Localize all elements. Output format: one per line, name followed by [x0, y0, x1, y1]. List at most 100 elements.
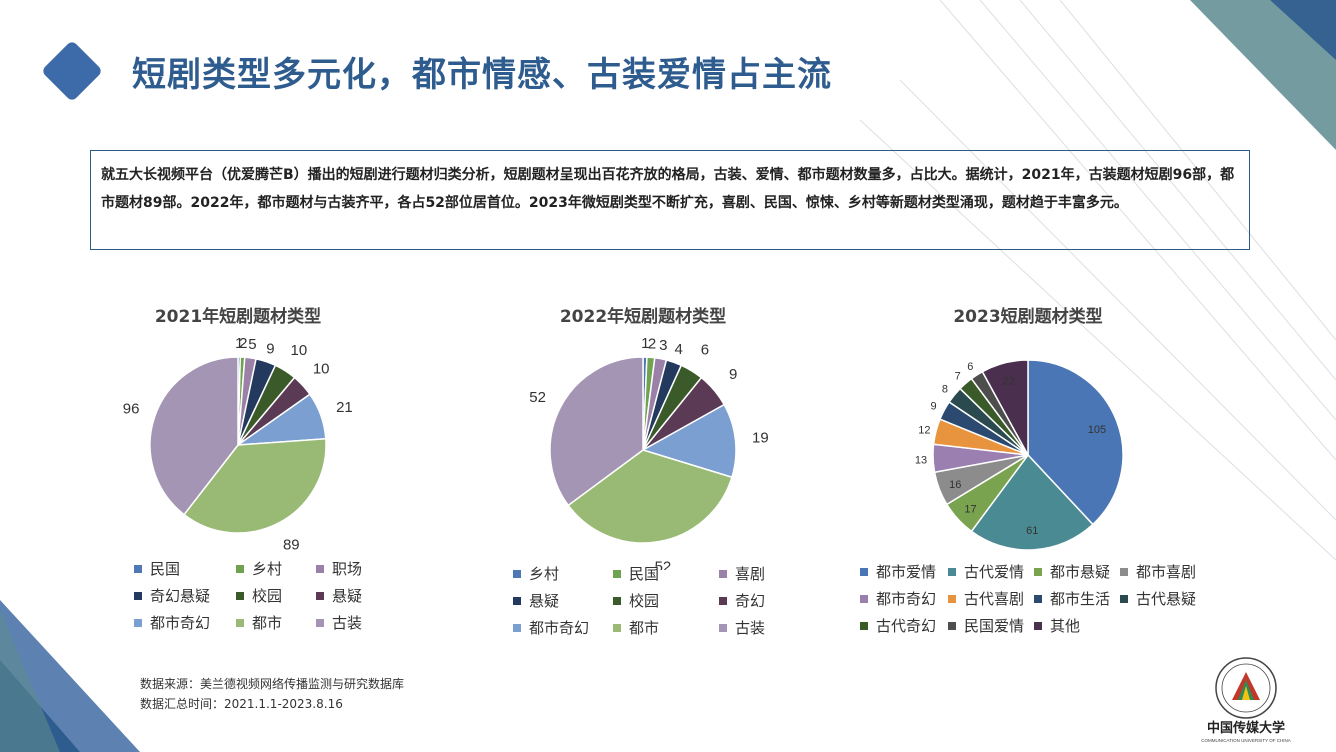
legend: 乡村 民国 喜剧 悬疑 校园 奇幻 都市奇幻 都市 古装 — [513, 563, 799, 638]
legend-label: 都市爱情 — [876, 563, 937, 581]
legend-item: 民国 — [134, 558, 226, 579]
legend-item: 都市爱情 — [860, 561, 944, 582]
summary-box: 就五大长视频平台（优爱腾芒B）播出的短剧进行题材归类分析，短剧题材呈现出百花齐放… — [90, 150, 1250, 250]
chart-2021: 2021年短剧题材类型 1 2 5 9 10 10 21 89 96 民国 乡村 职场 奇幻悬疑 校园 悬… — [68, 300, 408, 650]
data-label: 7 — [955, 370, 961, 382]
legend-label: 悬疑 — [332, 587, 363, 605]
data-label: 1 — [641, 335, 649, 352]
legend-item: 都市喜剧 — [1120, 561, 1206, 582]
chart-title: 2022年短剧题材类型 — [559, 307, 727, 327]
data-label: 89 — [283, 537, 300, 554]
legend-swatch — [134, 591, 142, 600]
data-label: 17 — [964, 504, 976, 516]
data-label: 21 — [336, 399, 353, 416]
legend-swatch — [860, 567, 868, 576]
pie-slice — [149, 356, 239, 516]
legend-swatch — [134, 564, 142, 573]
legend: 民国 乡村 职场 奇幻悬疑 校园 悬疑 都市奇幻 都市 古装 — [134, 558, 396, 633]
legend-item: 乡村 — [236, 558, 306, 579]
pie-slice — [183, 437, 327, 534]
legend-item: 古代奇幻 — [860, 615, 944, 636]
pie-2022: 12 3 4 6 9 19 52 52 — [529, 335, 768, 570]
data-label: 2 — [648, 335, 656, 352]
legend-label: 都市喜剧 — [1136, 563, 1197, 581]
data-label: 5 — [248, 336, 256, 353]
pie-slice — [981, 359, 1029, 456]
chart-title: 2021年短剧题材类型 — [154, 307, 322, 327]
legend-item: 都市悬疑 — [1034, 561, 1116, 582]
legend-label: 校园 — [629, 592, 660, 610]
data-label: 10 — [313, 361, 330, 378]
legend-item: 奇幻悬疑 — [134, 585, 226, 606]
pie-slice — [970, 453, 1094, 551]
data-label: 2 — [239, 335, 247, 352]
legend-label: 悬疑 — [529, 592, 560, 610]
legend-label: 其他 — [1050, 617, 1081, 635]
legend-swatch — [613, 569, 621, 578]
legend-label: 都市奇幻 — [150, 614, 211, 632]
source-line: 数据来源：美兰德视频网络传播监测与研究数据库 — [140, 677, 405, 691]
legend-label: 都市 — [252, 614, 283, 632]
legend-swatch — [1034, 621, 1042, 630]
legend-label: 喜剧 — [735, 565, 766, 583]
legend-label: 民国 — [150, 560, 181, 578]
legend-label: 职场 — [332, 560, 363, 578]
data-label: 3 — [659, 337, 667, 354]
legend-swatch — [316, 564, 324, 573]
data-label: 1 — [235, 335, 243, 352]
legend-swatch — [1120, 594, 1128, 603]
legend-swatch — [1120, 567, 1128, 576]
legend-item: 奇幻 — [719, 590, 799, 611]
legend-swatch — [860, 594, 868, 603]
legend-swatch — [860, 621, 868, 630]
data-label: 10 — [291, 342, 308, 359]
title-bar: 短剧类型多元化，都市情感、古装爱情占主流 — [40, 38, 832, 104]
legend-swatch — [236, 564, 244, 573]
legend-swatch — [513, 623, 521, 632]
legend-label: 都市 — [629, 619, 660, 637]
legend-label: 乡村 — [529, 565, 560, 583]
legend-swatch — [613, 623, 621, 632]
diamond-icon — [40, 39, 104, 103]
legend-item: 悬疑 — [316, 585, 396, 606]
data-label: 4 — [674, 341, 682, 358]
legend-swatch — [1034, 567, 1042, 576]
legend-item: 校园 — [613, 590, 709, 611]
legend-swatch — [719, 623, 727, 632]
legend-label: 都市生活 — [1050, 590, 1111, 608]
legend-item: 职场 — [316, 558, 396, 579]
page-title: 短剧类型多元化，都市情感、古装爱情占主流 — [132, 54, 832, 95]
logo-name: 中国传媒大学 — [1207, 720, 1285, 735]
pie-slice — [549, 356, 644, 507]
legend-item: 喜剧 — [719, 563, 799, 584]
data-label: 61 — [1026, 525, 1038, 537]
legend-item: 乡村 — [513, 563, 603, 584]
legend-label: 古装 — [735, 619, 766, 637]
legend-swatch — [613, 596, 621, 605]
legend-swatch — [513, 569, 521, 578]
legend: 都市爱情 古代爱情 都市悬疑 都市喜剧 都市奇幻 古代喜剧 都市生活 古代悬疑 古代奇幻 民国爱情… — [860, 561, 1206, 636]
legend-item: 都市 — [236, 612, 306, 633]
pie-slice — [1027, 359, 1124, 526]
legend-swatch — [134, 618, 142, 627]
chart-2023: 2023短剧题材类型 105 61 17 16 13 12 9 8 7 6 22 都市爱情 古代爱情都… — [858, 300, 1198, 650]
legend-label: 古代爱情 — [964, 563, 1025, 581]
legend-label: 民国 — [629, 565, 660, 583]
data-label: 96 — [123, 400, 140, 417]
data-label: 9 — [266, 340, 274, 357]
legend-swatch — [236, 591, 244, 600]
legend-label: 乡村 — [252, 560, 283, 578]
university-logo: 中国传媒大学 COMMUNICATION UNIVERSITY OF CHINA — [1201, 657, 1291, 743]
legend-label: 古代喜剧 — [964, 590, 1025, 608]
pie-2021: 12 5 9 10 10 21 89 96 — [123, 335, 353, 554]
legend-item: 古代爱情 — [948, 561, 1030, 582]
legend-swatch — [316, 591, 324, 600]
source-date: 数据汇总时间：2021.1.1-2023.8.16 — [140, 697, 343, 711]
legend-item: 民国爱情 — [948, 615, 1030, 636]
legend-swatch — [948, 621, 956, 630]
legend-item: 悬疑 — [513, 590, 603, 611]
legend-swatch — [513, 596, 521, 605]
legend-item: 古装 — [316, 612, 396, 633]
legend-item: 都市奇幻 — [860, 588, 944, 609]
